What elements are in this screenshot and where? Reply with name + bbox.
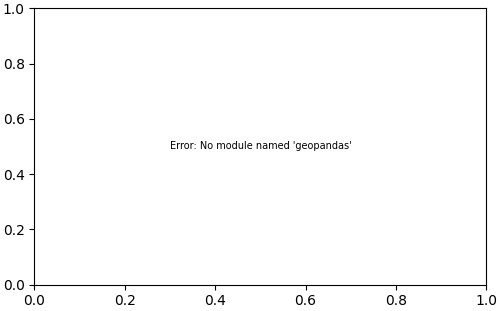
Text: Error: No module named 'geopandas': Error: No module named 'geopandas' [170,142,351,151]
